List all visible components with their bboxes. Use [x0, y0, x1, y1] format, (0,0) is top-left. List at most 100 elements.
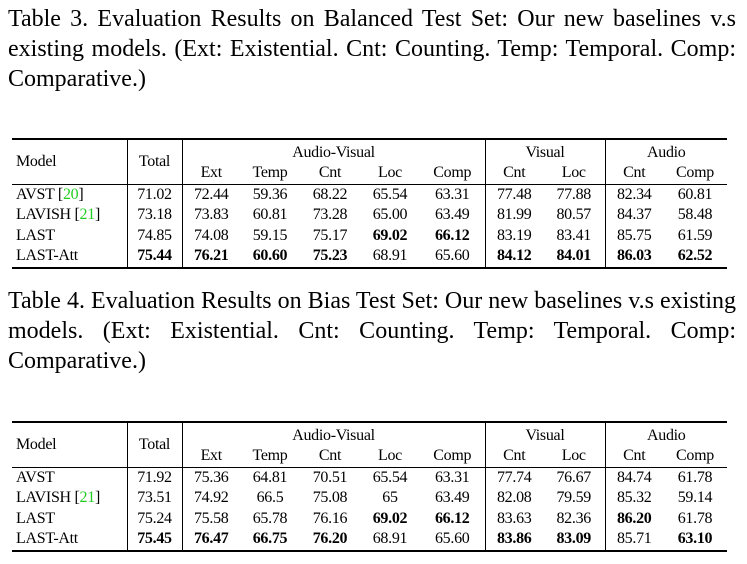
total-score-cell: 75.45	[127, 529, 183, 551]
table-3-caption: Table 3. Evaluation Results on Balanced …	[8, 6, 736, 92]
score-value: 61.59	[677, 226, 713, 244]
table-4-bias-results: Model Total Audio-Visual Visual Audio Ext Temp…	[12, 421, 727, 552]
citation-link[interactable]: 20	[62, 185, 79, 203]
score-cell: 68.22	[300, 184, 360, 205]
score-cell: 82.36	[543, 508, 606, 529]
header-row-subcolumns: Ext Temp Cnt Loc Comp Cnt Loc Cnt Comp	[12, 163, 727, 185]
model-name: LAST	[16, 226, 55, 244]
score-cell: 65.78	[240, 509, 300, 530]
score-cell: 75.36	[182, 467, 240, 488]
score-value: 63.31	[434, 468, 470, 486]
table-row: LAST-Att 75.45 76.47 66.75 76.20 68.91 65.60 83…	[12, 529, 727, 551]
score-value: 69.02	[372, 509, 408, 527]
score-cell: 83.19	[485, 226, 543, 247]
score-cell: 86.20	[605, 509, 663, 530]
score-value: 65.78	[252, 509, 288, 527]
score-value: 63.49	[434, 489, 470, 507]
header-comp: Comp	[663, 446, 727, 468]
total-score-cell: 71.92	[127, 467, 183, 488]
score-value: 76.20	[312, 530, 348, 548]
score-cell: 63.10	[663, 529, 727, 551]
score-value: 77.48	[496, 185, 532, 203]
score-cell: 70.51	[300, 467, 360, 488]
score-value: 77.74	[496, 468, 532, 486]
score-cell: 74.92	[182, 488, 240, 509]
score-value: 73.83	[193, 206, 229, 224]
score-cell: 76.16	[300, 509, 360, 530]
score-cell: 85.75	[605, 226, 663, 247]
score-value: 73.28	[312, 206, 348, 224]
header-ext: Ext	[182, 163, 240, 185]
score-cell: 84.37	[605, 205, 663, 226]
score-cell: 66.75	[240, 529, 300, 551]
score-cell: 83.09	[543, 529, 606, 551]
score-value: 64.81	[252, 468, 288, 486]
score-value: 86.03	[616, 247, 652, 265]
score-cell: 74.08	[182, 226, 240, 247]
score-cell: 77.48	[485, 184, 543, 205]
score-cell: 84.12	[485, 246, 543, 268]
score-value: 82.08	[496, 489, 532, 507]
score-cell: 66.5	[240, 488, 300, 509]
table-row: LAST 74.85 74.08 59.15 75.17 69.02 66.12 83.19 8…	[12, 225, 727, 247]
score-value: 60.81	[252, 206, 288, 224]
score-value: 75.17	[312, 226, 348, 244]
model-name: AVST	[16, 185, 55, 203]
score-cell: 83.63	[485, 509, 543, 530]
score-cell: 82.34	[605, 184, 663, 205]
score-value: 75.08	[312, 489, 348, 507]
header-loc: Loc	[360, 163, 420, 185]
header-model: Model	[12, 422, 128, 468]
score-cell: 85.32	[605, 488, 663, 509]
score-value: 66.75	[252, 530, 288, 548]
score-value: 84.01	[556, 247, 591, 265]
score-cell: 85.71	[605, 529, 663, 551]
header-group-audio-visual: Audio-Visual	[182, 422, 486, 446]
score-value: 76.21	[193, 247, 229, 265]
score-cell: 76.47	[182, 529, 240, 551]
header-comp: Comp	[420, 163, 486, 185]
score-cell: 63.31	[420, 467, 486, 488]
score-value: 60.81	[677, 185, 713, 203]
score-cell: 63.49	[420, 205, 486, 226]
score-value: 58.48	[677, 206, 713, 224]
score-value: 71.92	[137, 468, 172, 486]
table-row: AVST [20] 71.02 72.44 59.36 68.22 65.54 63.31 7…	[12, 184, 727, 205]
header-cnt: Cnt	[300, 446, 360, 468]
score-cell: 82.08	[485, 488, 543, 509]
score-value: 65	[382, 489, 398, 507]
header-row-groups: Model Total Audio-Visual Visual Audio	[12, 139, 727, 185]
model-name: AVST	[16, 468, 55, 486]
score-value: 75.36	[193, 468, 229, 486]
score-value: 63.10	[677, 530, 713, 548]
score-value: 65.60	[434, 530, 470, 548]
header-group-audio: Audio	[646, 143, 686, 161]
score-value: 66.12	[434, 509, 470, 527]
score-cell: 66.12	[420, 508, 486, 529]
score-cell: 61.78	[663, 467, 727, 488]
header-group-audio: Audio	[646, 426, 686, 444]
table-row: LAVISH [21] 73.51 74.92 66.5 75.08 65 63.49 82.…	[12, 488, 727, 509]
score-value: 69.02	[372, 226, 408, 244]
score-cell: 86.03	[605, 246, 663, 268]
score-cell: 59.14	[663, 488, 727, 509]
score-value: 83.19	[496, 226, 532, 244]
score-value: 79.59	[556, 489, 591, 507]
citation-link[interactable]: 21	[79, 206, 96, 224]
score-cell: 81.99	[485, 205, 543, 226]
citation-link[interactable]: 21	[79, 489, 96, 507]
score-cell: 72.44	[182, 184, 240, 205]
header-cnt: Cnt	[485, 163, 543, 185]
score-value: 71.02	[137, 185, 172, 203]
model-name-cell: LAST	[12, 508, 128, 529]
header-cnt: Cnt	[605, 163, 663, 185]
score-cell: 60.60	[240, 246, 300, 268]
score-value: 82.34	[616, 185, 652, 203]
total-score-cell: 75.24	[127, 508, 183, 529]
score-value: 84.74	[616, 468, 652, 486]
score-value: 75.45	[137, 530, 172, 548]
score-cell: 65.54	[360, 184, 420, 205]
model-name-cell: AVST [20]	[12, 184, 128, 205]
score-cell: 68.91	[360, 529, 420, 551]
model-name-cell: LAST	[12, 225, 128, 246]
